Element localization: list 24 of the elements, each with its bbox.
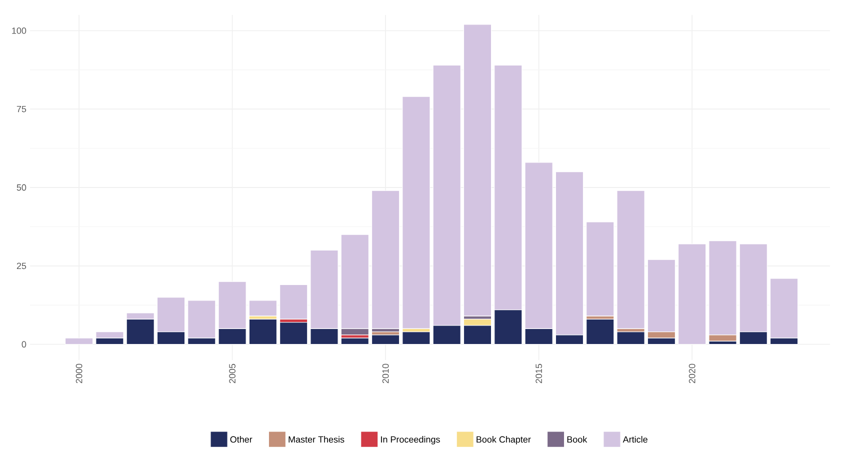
x-tick-label: 2010 [382,364,389,384]
legend-label: Other [230,436,252,443]
bar [340,338,370,345]
legend-label: Book Chapter [476,436,531,444]
bar [586,318,614,345]
y-tick-label: 100 [12,27,26,34]
y-tick-label: 75 [16,106,26,112]
bar [616,331,645,345]
x-tick-label: 2005 [229,364,236,384]
bar [64,338,94,345]
bar [402,331,430,345]
x-tick-label: 2020 [688,364,696,384]
y-tick-label: 25 [16,262,26,270]
y-tick-label: 0 [22,341,26,348]
legend-label: Master Thesis [288,436,344,443]
legend-label: Book [567,436,588,443]
x-tick-label: 2000 [76,364,82,384]
bar [371,334,400,345]
bar [280,322,308,345]
y-tick-label: 50 [16,184,26,191]
legend-label: In Proceedings [381,436,440,444]
bar [248,318,278,345]
x-tick-label: 2015 [536,364,542,384]
legend-label: Article [622,436,648,443]
